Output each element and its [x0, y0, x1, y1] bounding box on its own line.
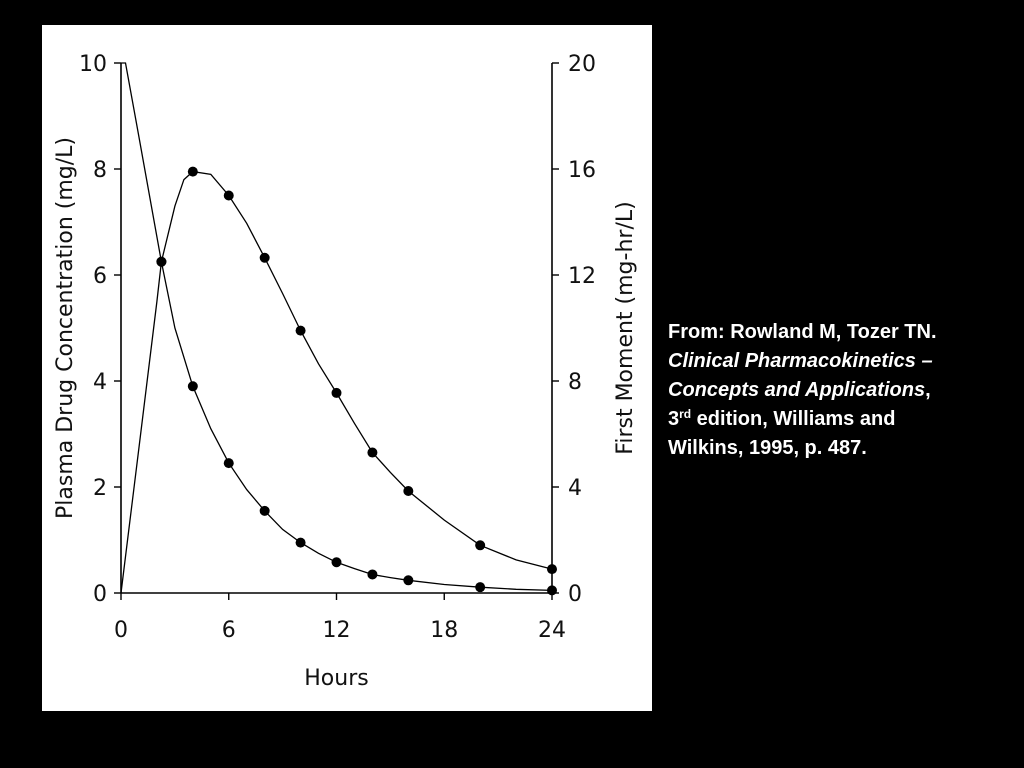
right-y-tick-label: 4 — [568, 476, 582, 501]
left-y-tick-label: 10 — [79, 52, 107, 77]
series-right-point — [475, 540, 486, 551]
citation-edition-rest: edition, Williams and — [691, 408, 896, 430]
left-y-tick-label: 2 — [93, 476, 107, 501]
citation-text: From: Rowland M, Tozer TN. Clinical Phar… — [668, 318, 1020, 463]
citation-line-3-title: Concepts and Applications — [668, 379, 926, 401]
series-left-point — [223, 458, 234, 469]
citation-edition-suffix: rd — [679, 407, 692, 421]
chart-panel: 0 6 12 18 24 0 2 4 6 8 10 0 4 8 12 16 20 Hours Plasma Drug… — [42, 25, 652, 711]
left-y-tick-label: 6 — [93, 264, 107, 289]
x-axis-title: Hours — [304, 666, 368, 691]
series-right-point — [547, 564, 557, 575]
left-y-axis-title: Plasma Drug Concentration (mg/L) — [53, 137, 78, 519]
citation-edition-number: 3 — [668, 408, 680, 430]
citation-line-3: Concepts and Applications, — [668, 376, 1020, 405]
right-y-tick-label: 8 — [568, 370, 582, 395]
series-right-point — [295, 325, 306, 336]
series-left-point — [259, 505, 270, 516]
citation-line-4: 3rd edition, Williams and — [668, 405, 1020, 434]
series-right-point — [223, 190, 234, 201]
x-tick-label: 0 — [114, 618, 128, 643]
right-y-tick-label: 20 — [568, 52, 596, 77]
citation-line-1: From: Rowland M, Tozer TN. — [668, 321, 937, 343]
series-right-line — [120, 170, 553, 594]
left-y-tick-label: 0 — [93, 582, 107, 607]
citation-line-3-comma: , — [925, 379, 931, 401]
series-left-point — [187, 381, 198, 392]
right-y-tick-label: 0 — [568, 582, 582, 607]
series-right-point — [259, 252, 270, 263]
series-right-point — [187, 166, 198, 177]
citation-line-2: Clinical Pharmacokinetics – — [668, 350, 933, 372]
right-y-axis-title: First Moment (mg-hr/L) — [613, 201, 638, 454]
series-left-point — [295, 537, 306, 548]
series-right-point — [367, 447, 378, 458]
series-left-point — [367, 569, 378, 580]
series-right-point — [403, 485, 414, 496]
x-tick-label: 18 — [430, 618, 458, 643]
series-right-point — [331, 387, 342, 398]
series-left-point — [547, 585, 557, 596]
right-y-tick-label: 12 — [568, 264, 596, 289]
left-y-tick-label: 4 — [93, 370, 107, 395]
series-left-point — [331, 557, 342, 568]
right-y-tick-label: 16 — [568, 158, 596, 183]
left-y-tick-label: 8 — [93, 158, 107, 183]
series-left-point — [403, 575, 414, 586]
series-right-point — [156, 256, 167, 267]
series-left-line — [121, 62, 553, 592]
citation-line-5: Wilkins, 1995, p. 487. — [668, 437, 867, 459]
x-tick-label: 12 — [323, 618, 351, 643]
series-left-point — [475, 582, 486, 593]
x-tick-label: 6 — [222, 618, 236, 643]
x-tick-label: 24 — [538, 618, 566, 643]
